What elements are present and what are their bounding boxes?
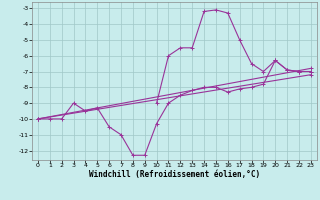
X-axis label: Windchill (Refroidissement éolien,°C): Windchill (Refroidissement éolien,°C) (89, 170, 260, 179)
